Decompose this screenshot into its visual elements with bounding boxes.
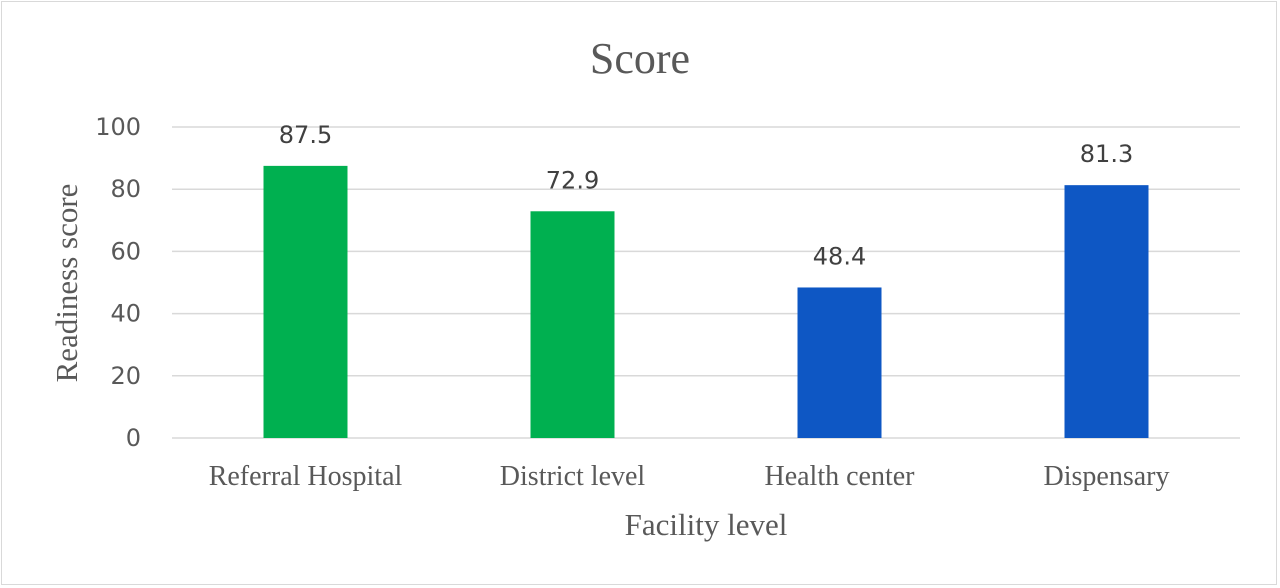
bars [263,165,1149,438]
chart-title: Score [590,34,690,83]
y-tick-label: 40 [110,300,141,328]
bar-district-level [530,211,615,438]
y-tick-label: 60 [110,237,141,265]
y-axis-title: Readiness score [49,184,84,383]
y-tick-label: 0 [126,424,141,452]
x-tick-label: Dispensary [1044,461,1170,492]
data-label: 72.9 [546,166,599,194]
x-tick-label: Referral Hospital [209,461,403,492]
x-axis-title: Facility level [625,507,788,542]
bar-health-center [797,287,882,438]
bar-dispensary [1064,185,1149,438]
data-labels: 87.5 72.9 48.4 81.3 [279,121,1133,271]
gridlines [172,126,1240,439]
data-label: 87.5 [279,121,332,149]
x-axis-ticks: Referral Hospital District level Health ce… [209,461,1170,492]
data-label: 81.3 [1080,140,1133,168]
bar-referral-hospital [263,165,348,438]
y-tick-label: 80 [110,175,141,203]
y-axis-ticks: 0 20 40 60 80 100 [95,113,141,452]
y-tick-label: 100 [95,113,141,141]
y-tick-label: 20 [110,362,141,390]
x-tick-label: District level [500,461,646,492]
data-label: 48.4 [813,242,866,270]
x-tick-label: Health center [764,461,915,492]
